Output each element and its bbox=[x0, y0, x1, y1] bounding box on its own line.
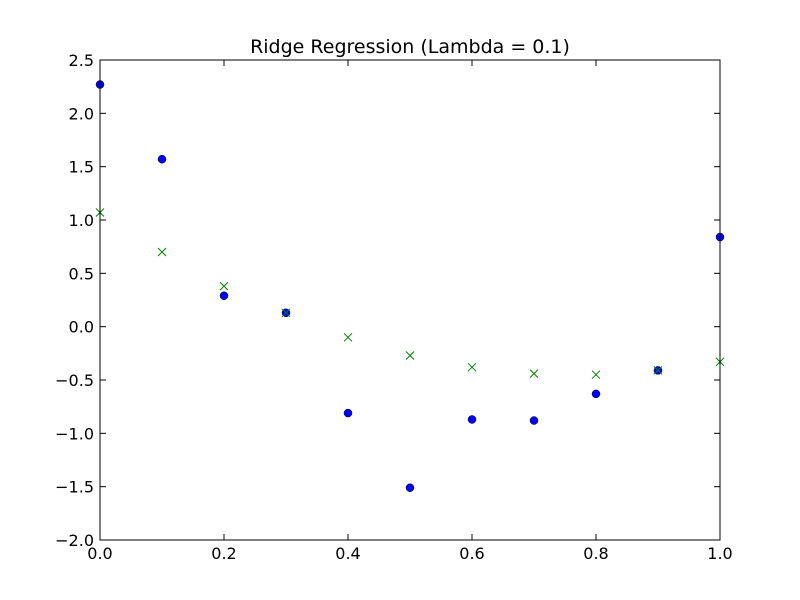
x-tick-label: 0.0 bbox=[87, 544, 112, 563]
data-point-x bbox=[653, 366, 663, 375]
data-point-circle bbox=[219, 291, 229, 300]
data-point-circle bbox=[405, 483, 415, 492]
y-tick-label: 0.0 bbox=[69, 318, 94, 337]
x-tick-label: 0.2 bbox=[211, 544, 236, 563]
x-tick-label: 1.0 bbox=[707, 544, 732, 563]
data-point-circle bbox=[591, 389, 601, 399]
data-point-x bbox=[157, 247, 167, 257]
y-tick-label: 1.0 bbox=[69, 211, 94, 230]
data-point-x bbox=[591, 370, 601, 380]
x-tick-label: 0.8 bbox=[583, 544, 608, 563]
y-tick-label: −1.0 bbox=[55, 424, 94, 443]
y-tick-label: −2.0 bbox=[55, 531, 94, 550]
chart-title: Ridge Regression (Lambda = 0.1) bbox=[250, 36, 570, 58]
data-point-x bbox=[343, 332, 353, 342]
data-point-x bbox=[281, 308, 291, 318]
y-tick-label: 2.0 bbox=[69, 104, 94, 123]
x-tick-label: 0.4 bbox=[335, 544, 360, 563]
y-tick-label: 1.5 bbox=[69, 158, 94, 177]
data-point-x bbox=[219, 281, 229, 291]
y-tick-label: −1.5 bbox=[55, 478, 94, 497]
data-point-circle bbox=[467, 415, 477, 424]
data-point-circle bbox=[343, 408, 353, 418]
data-point-x bbox=[405, 351, 415, 360]
data-point-x bbox=[467, 362, 477, 372]
y-tick-label: 0.5 bbox=[69, 264, 94, 283]
y-tick-label: 2.5 bbox=[69, 51, 94, 70]
data-point-circle bbox=[157, 154, 167, 164]
data-point-circle bbox=[529, 416, 539, 425]
data-point-x bbox=[529, 369, 539, 378]
y-tick-label: −0.5 bbox=[55, 371, 94, 390]
data-marks bbox=[95, 80, 725, 492]
axis-ticks: 0.0 0.2 0.4 0.6 0.8 1.0 2.5 2.0 1.5 1.0 0.5 0.0 −0.5… bbox=[55, 51, 733, 563]
plot-frame bbox=[99, 59, 721, 541]
x-tick-label: 0.6 bbox=[459, 544, 484, 563]
